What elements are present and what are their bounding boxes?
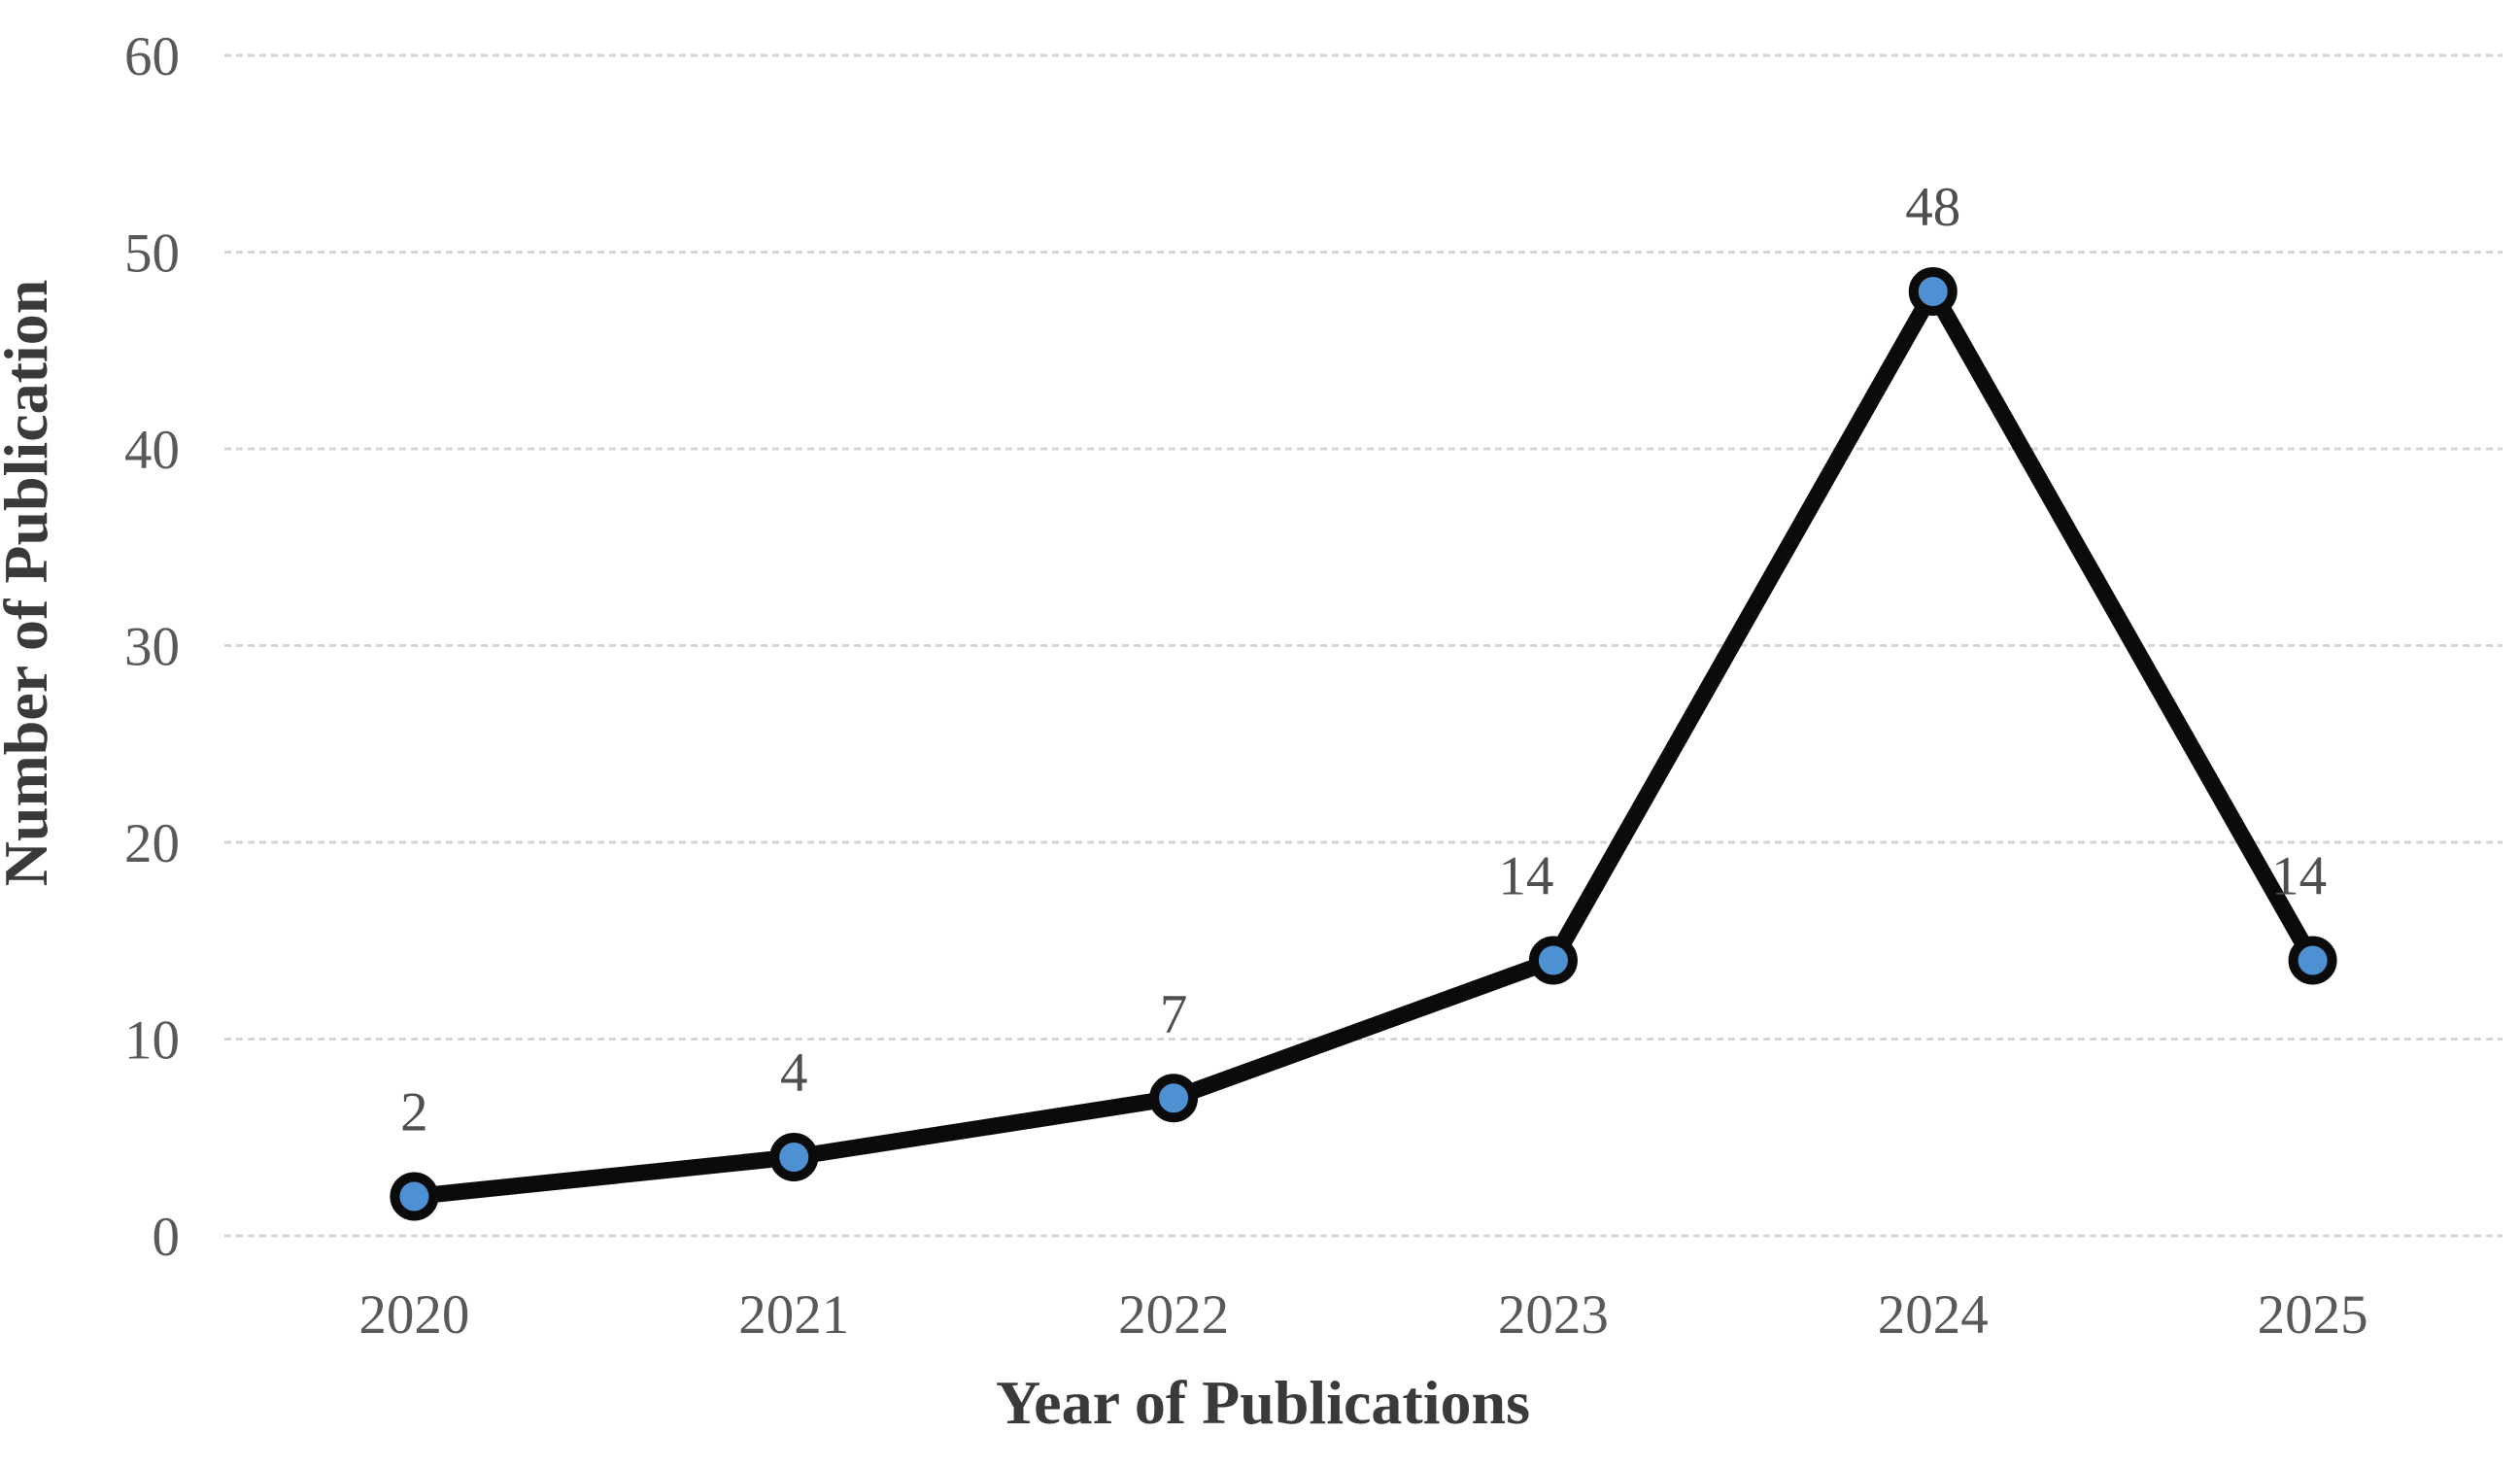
gridlines-group xyxy=(224,53,2503,1238)
x-tick-label: 2022 xyxy=(1118,1284,1229,1346)
y-tick-label: 0 xyxy=(153,1207,181,1268)
data-point-marker xyxy=(1528,936,1578,985)
y-tick-label: 60 xyxy=(124,26,180,87)
data-point-marker xyxy=(769,1133,819,1181)
series-group xyxy=(413,274,2320,1205)
data-label: 48 xyxy=(1905,177,1960,238)
data-labels-group: 2 4 7 14 48 14 xyxy=(400,177,2327,1144)
data-label: 2 xyxy=(400,1082,428,1144)
data-label: 14 xyxy=(1498,846,1553,907)
y-tick-label: 20 xyxy=(124,813,180,874)
data-point-marker xyxy=(1149,1074,1199,1123)
markers-group xyxy=(390,267,2337,1221)
data-label: 7 xyxy=(1160,983,1188,1044)
y-tick-label: 10 xyxy=(124,1010,180,1072)
data-label: 14 xyxy=(2271,846,2327,907)
x-tick-label: 2020 xyxy=(358,1284,469,1346)
data-point-marker xyxy=(2288,936,2337,985)
data-point-marker xyxy=(390,1172,439,1221)
series-line xyxy=(413,274,2320,1205)
x-tick-label: 2025 xyxy=(2258,1284,2368,1346)
x-tick-label: 2024 xyxy=(1878,1284,1989,1346)
x-tick-label: 2021 xyxy=(738,1284,849,1346)
x-tick-labels-group: 2020 2021 2022 2023 2024 2025 xyxy=(358,1284,2367,1346)
y-axis-title: Number of Publication xyxy=(0,280,60,887)
y-tick-label: 50 xyxy=(124,223,180,285)
y-tick-labels-group: 0 10 20 30 40 50 60 xyxy=(124,26,180,1268)
x-tick-label: 2023 xyxy=(1498,1284,1609,1346)
y-tick-label: 40 xyxy=(124,420,180,481)
y-tick-label: 30 xyxy=(124,617,180,678)
x-axis-title: Year of Publications xyxy=(996,1368,1530,1437)
data-point-marker xyxy=(1908,267,1958,316)
data-label: 4 xyxy=(780,1042,808,1104)
